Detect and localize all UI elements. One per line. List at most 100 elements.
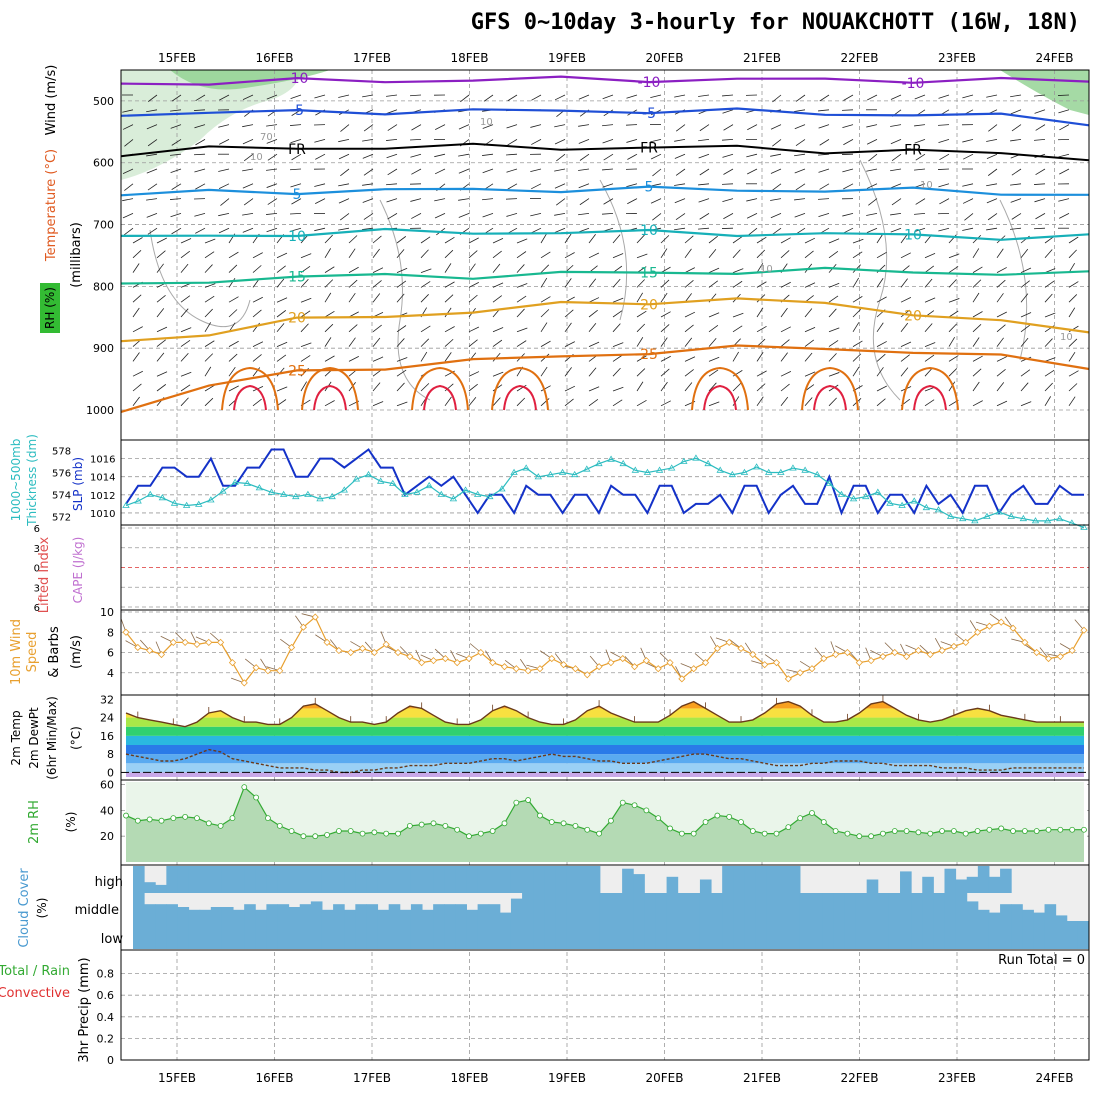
rh-contour-label: 10: [1060, 332, 1073, 343]
rh-marker: [430, 820, 437, 827]
rh-marker: [1021, 828, 1028, 834]
wind-barb: [578, 94, 590, 100]
wind-barb: [243, 153, 254, 162]
wind-barb: [684, 324, 694, 333]
wind-speed-marker: [832, 650, 840, 659]
wind-speed-marker: [512, 665, 520, 673]
wind-barb: [780, 281, 791, 288]
wind-barb: [180, 384, 191, 392]
rh-marker: [714, 812, 721, 819]
wind-barb: [660, 368, 670, 377]
wind-barb: [300, 265, 311, 273]
wind-barb: [972, 292, 980, 303]
wind-barb: [540, 309, 550, 318]
wind-barb: [578, 183, 590, 189]
wind-barb: [147, 227, 158, 235]
cloud-category-label: high: [95, 875, 123, 890]
wind-barb: [386, 183, 398, 186]
wind-barb: [204, 366, 212, 377]
wind-barb: [900, 322, 909, 333]
thickness-marker: [255, 484, 264, 491]
wind-speed-marker: [678, 675, 686, 683]
wind-barb: [675, 213, 686, 221]
wind-barb: [252, 341, 264, 347]
wind-barb: [338, 183, 350, 187]
x-date-label-bottom: 19FEB: [548, 1071, 586, 1085]
wind-barb: [276, 323, 285, 333]
cloud-bar: [677, 921, 690, 949]
cloud-bar: [711, 893, 723, 921]
cloud-bar: [444, 921, 456, 949]
wind-barb: [386, 94, 398, 97]
cloud-bar: [422, 909, 434, 921]
cloud-bar: [922, 876, 934, 893]
wind-barb: [420, 249, 429, 259]
wind-barb: [396, 369, 407, 377]
wind-barb: [852, 251, 863, 259]
rh-marker: [773, 830, 780, 837]
cloud-bar: [310, 901, 323, 921]
wind-speed-marker: [157, 650, 166, 659]
wind-barb: [554, 227, 566, 233]
wind-barb: [578, 168, 590, 171]
wind-barb: [612, 234, 621, 244]
wind-barb: [818, 124, 830, 129]
wind-barb: [890, 227, 902, 233]
thickness-marker: [304, 490, 312, 497]
wind-barb: [684, 369, 694, 377]
axis-label-2mdewpt: 2m DewPt: [27, 707, 41, 769]
x-date-label-bottom: 20FEB: [646, 1071, 684, 1085]
axis-label-lifted-index: Lifted Index: [37, 536, 52, 613]
wind-barb: [554, 213, 566, 216]
wind-barb: [516, 384, 527, 392]
wind-barb: [170, 124, 182, 129]
wind-barb: [650, 94, 662, 99]
cloud-bar: [688, 893, 701, 921]
cloud-bar: [588, 921, 601, 949]
rh-marker: [832, 828, 839, 834]
wind-barb: [300, 355, 311, 362]
wind-barb: [147, 183, 158, 191]
wind-speed-marker: [1056, 652, 1064, 661]
cloud-bar: [177, 866, 190, 893]
wind-barb: [780, 383, 790, 392]
wind-speed-marker: [323, 638, 331, 646]
wind-speed-marker: [406, 652, 414, 661]
wind-barb: [396, 382, 405, 392]
wind-barb: [660, 355, 671, 362]
wind-barb: [842, 124, 854, 129]
wind-barb: [684, 248, 692, 259]
cloud-bar: [544, 921, 556, 949]
wind-barb: [482, 153, 494, 156]
wind-speed-marker: [382, 640, 390, 648]
wind-speed-marker: [453, 659, 461, 667]
cloud-bar: [911, 921, 923, 949]
rh-marker: [927, 830, 934, 837]
wind-barb: [852, 322, 860, 333]
cloud-bar: [444, 904, 456, 921]
wind-barb: [612, 310, 623, 318]
wind-barb: [843, 94, 854, 101]
rh-contour-label: 10: [920, 180, 933, 191]
thickness-marker: [655, 466, 664, 473]
wind-speed-marker: [1009, 624, 1017, 632]
wind-barb: [291, 198, 302, 205]
wind-barb: [540, 366, 548, 377]
thickness-marker: [971, 517, 979, 524]
wind-barb: [972, 337, 980, 347]
wind-barb: [698, 94, 710, 97]
wind-speed-marker: [146, 646, 154, 655]
wind-barb: [204, 353, 214, 362]
cloud-bar: [399, 909, 412, 921]
wind-barb: [876, 278, 884, 288]
wind-barb: [122, 213, 134, 219]
wind-barb: [156, 371, 168, 377]
thickness-marker: [570, 470, 579, 478]
cloud-bar: [188, 866, 201, 893]
wind-barb: [242, 168, 254, 172]
wind-barb: [468, 294, 478, 303]
wind-barb: [564, 309, 574, 318]
wind-barb: [506, 168, 518, 173]
cloud-bar: [399, 921, 412, 949]
cloud-bar: [155, 884, 167, 893]
